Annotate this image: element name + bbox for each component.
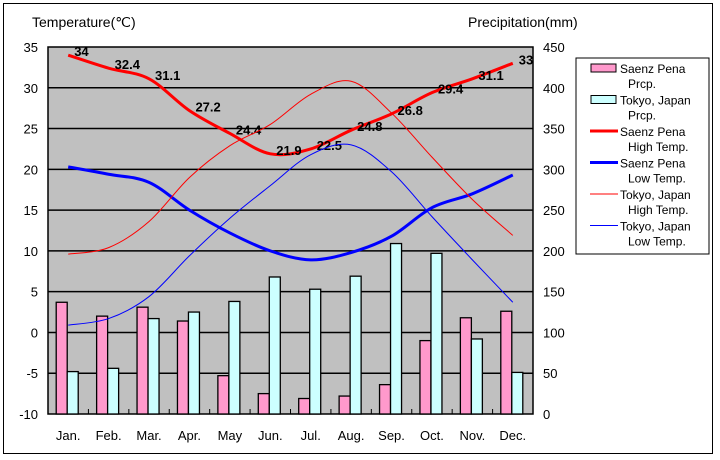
data-label: 24.4 [236,122,262,137]
bar-saenz-pena-prcp- [378,383,392,415]
right-tick-label: 450 [543,40,565,55]
left-tick-label: 25 [24,122,38,137]
left-tick-label: 30 [24,81,38,96]
x-tick-label: May [218,428,243,443]
legend-label: Saenz Pena [620,62,686,76]
x-tick-label: Dec. [499,428,526,443]
data-label: 22.5 [317,138,342,153]
right-axis-label: Precipitation(mm) [468,14,578,30]
data-label: 27.2 [195,100,220,115]
bar-saenz-pena-prcp- [338,395,351,415]
bar-tokyo-japan-prcp- [187,311,201,415]
legend-swatch [590,63,617,73]
left-tick-label: 5 [31,285,38,300]
bar-saenz-pena-prcp- [459,317,473,415]
bar-tokyo-japan-prcp- [349,275,362,415]
legend-label: Low Temp. [628,235,686,249]
bar-saenz-pena-prcp- [257,392,270,415]
x-tick-label: Jun. [258,428,283,443]
right-tick-label: 250 [543,203,565,218]
bar-saenz-pena-prcp- [298,397,311,415]
bar-saenz-pena-prcp- [217,375,230,415]
chart-frame [3,3,713,454]
right-tick-label: 350 [543,122,565,137]
right-tick-label: 150 [543,285,565,300]
bar-saenz-pena-prcp- [55,301,68,415]
left-tick-label: -5 [26,366,38,381]
bar-tokyo-japan-prcp- [228,300,241,415]
legend-label: High Temp. [628,203,688,217]
bar-saenz-pena-prcp- [500,310,513,415]
x-tick-label: Apr. [178,428,201,443]
legend-label: Tokyo, Japan [620,220,691,234]
right-tick-label: 300 [543,162,565,177]
x-tick-label: Sep. [378,428,405,443]
x-tick-label: Aug. [338,428,365,443]
legend-label: High Temp. [628,140,688,154]
left-tick-label: 20 [24,162,38,177]
bar-saenz-pena-prcp- [95,315,109,415]
legend [575,57,710,255]
legend-label: Saenz Pena [620,157,686,171]
legend-label: Prcp. [628,77,656,91]
right-tick-label: 400 [543,81,565,96]
bar-tokyo-japan-prcp- [470,338,484,415]
data-label: 29.4 [438,82,464,97]
bar-tokyo-japan-prcp- [309,288,322,415]
x-tick-label: Feb. [96,428,122,443]
data-label: 34 [74,44,89,59]
legend-swatch [590,95,617,104]
bar-tokyo-japan-prcp- [389,242,403,415]
bar-saenz-pena-prcp- [136,306,149,415]
legend-label: Prcp. [628,109,656,123]
x-tick-label: Oct. [420,428,444,443]
x-tick-label: Mar. [136,428,161,443]
line-saenz-pena-low-temp- [67,165,514,262]
line-tokyo-japan-low-temp- [68,143,514,326]
plot-area [47,46,534,415]
right-tick-label: 50 [543,366,557,381]
bar-tokyo-japan-prcp- [66,370,79,415]
legend-label: Saenz Pena [620,125,686,139]
legend-label: Low Temp. [628,172,686,186]
data-label: 32.4 [115,57,141,72]
bar-saenz-pena-prcp- [176,320,190,415]
data-label: 24.8 [357,119,382,134]
left-tick-label: 0 [31,325,38,340]
right-tick-label: 200 [543,244,565,259]
bar-tokyo-japan-prcp- [268,276,281,415]
right-tick-label: 0 [543,407,550,422]
left-tick-label: 10 [24,244,38,259]
x-tick-label: Nov. [459,428,485,443]
right-tick-label: 100 [543,325,565,340]
x-tick-label: Jul. [301,428,321,443]
bar-tokyo-japan-prcp- [147,317,160,415]
data-label: 31.1 [155,68,180,83]
line-saenz-pena-high-temp- [67,53,514,157]
bar-tokyo-japan-prcp- [106,367,120,415]
left-tick-label: -10 [19,407,38,422]
line-tokyo-japan-high-temp- [68,80,514,255]
left-tick-label: 15 [24,203,38,218]
bar-saenz-pena-prcp- [419,339,432,415]
legend-label: Tokyo, Japan [620,188,691,202]
left-axis-label: Temperature(℃) [32,14,136,30]
data-label: 26.8 [398,103,423,118]
x-tick-label: Jan. [56,428,81,443]
bar-tokyo-japan-prcp- [511,371,524,415]
left-tick-label: 35 [24,40,38,55]
data-label: 21.9 [276,143,301,158]
data-label: 33 [519,52,533,67]
data-label: 31.1 [478,68,503,83]
bar-tokyo-japan-prcp- [430,252,443,415]
legend-label: Tokyo, Japan [620,94,691,108]
